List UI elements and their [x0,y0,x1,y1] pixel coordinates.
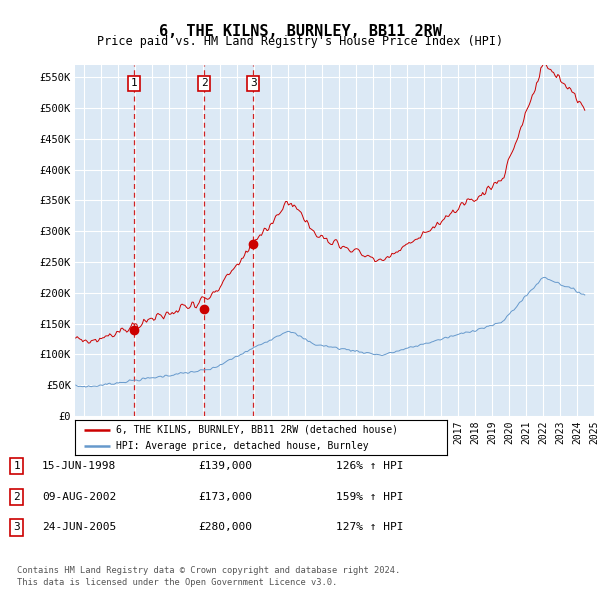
Text: 6, THE KILNS, BURNLEY, BB11 2RW (detached house): 6, THE KILNS, BURNLEY, BB11 2RW (detache… [116,425,398,435]
Text: 2: 2 [13,492,20,502]
Text: £280,000: £280,000 [198,523,252,532]
Text: 126% ↑ HPI: 126% ↑ HPI [336,461,404,471]
Text: HPI: Average price, detached house, Burnley: HPI: Average price, detached house, Burn… [116,441,368,451]
Text: Price paid vs. HM Land Registry's House Price Index (HPI): Price paid vs. HM Land Registry's House … [97,35,503,48]
Text: 159% ↑ HPI: 159% ↑ HPI [336,492,404,502]
Text: 15-JUN-1998: 15-JUN-1998 [42,461,116,471]
Text: 3: 3 [13,523,20,532]
Text: 3: 3 [250,78,257,88]
Text: 24-JUN-2005: 24-JUN-2005 [42,523,116,532]
Text: 1: 1 [131,78,137,88]
Text: Contains HM Land Registry data © Crown copyright and database right 2024.
This d: Contains HM Land Registry data © Crown c… [17,566,400,587]
Text: 09-AUG-2002: 09-AUG-2002 [42,492,116,502]
Text: 2: 2 [201,78,208,88]
Text: 1: 1 [13,461,20,471]
Text: 127% ↑ HPI: 127% ↑ HPI [336,523,404,532]
Text: £173,000: £173,000 [198,492,252,502]
Text: 6, THE KILNS, BURNLEY, BB11 2RW: 6, THE KILNS, BURNLEY, BB11 2RW [158,24,442,38]
Text: £139,000: £139,000 [198,461,252,471]
